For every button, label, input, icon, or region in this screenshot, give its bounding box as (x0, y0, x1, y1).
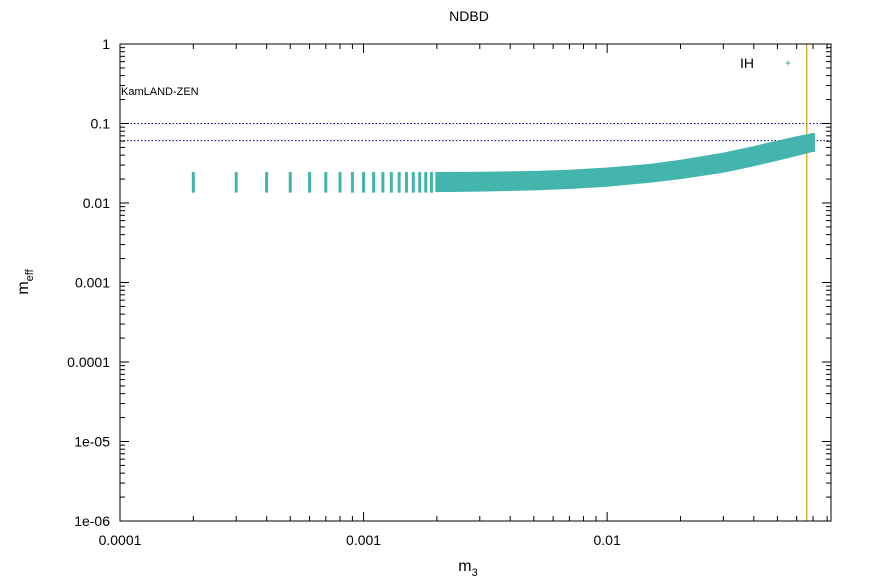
data-point (429, 172, 433, 193)
x-tick-label: 0.01 (594, 532, 621, 548)
y-axis-label-main: m (15, 281, 32, 294)
y-axis-label-group: meff (15, 268, 36, 294)
legend-label-ih: IH (740, 55, 754, 71)
data-point (411, 172, 415, 193)
y-tick-label: 0.1 (91, 116, 111, 132)
data-point (418, 172, 422, 193)
data-band (435, 132, 815, 193)
data-point (338, 172, 342, 193)
legend-marker-ih (785, 60, 791, 66)
x-axis-label-main: m (458, 558, 471, 575)
reference-lines (120, 44, 831, 521)
data-point (191, 172, 195, 193)
data-point (308, 172, 312, 193)
y-tick-label: 1e-05 (74, 434, 110, 450)
y-tick-label: 0.0001 (67, 354, 110, 370)
x-tick-labels: 0.0001 0.001 0.01 (99, 532, 621, 548)
x-tick-label: 0.0001 (99, 532, 142, 548)
data-point (350, 172, 354, 193)
data-series-ih (191, 132, 815, 193)
x-axis-label-sub: 3 (472, 567, 478, 579)
y-tick-label: 0.01 (83, 195, 110, 211)
axis-ticks (119, 43, 831, 522)
data-point (288, 172, 292, 193)
data-point (397, 172, 401, 193)
x-tick-label: 0.001 (346, 532, 381, 548)
data-point (372, 172, 376, 193)
y-tick-label: 1 (102, 36, 110, 52)
data-point (234, 172, 238, 193)
y-axis-label: meff (15, 268, 36, 294)
y-tick-labels: 1 0.1 0.01 0.001 0.0001 1e-05 1e-06 (67, 36, 110, 529)
legend: IH (740, 55, 791, 71)
data-point (324, 172, 328, 193)
y-tick-label: 0.001 (75, 275, 110, 291)
data-point (381, 172, 385, 193)
y-tick-label: 1e-06 (74, 513, 110, 529)
data-point (424, 172, 428, 193)
data-point (389, 172, 393, 193)
chart-title: NDBD (449, 8, 489, 24)
y-axis-label-sub: eff (24, 268, 36, 281)
data-point (404, 172, 408, 193)
x-axis-label: m3 (458, 558, 477, 579)
data-point (265, 172, 269, 193)
data-point (362, 172, 366, 193)
kamland-zen-label: KamLAND-ZEN (121, 86, 199, 98)
